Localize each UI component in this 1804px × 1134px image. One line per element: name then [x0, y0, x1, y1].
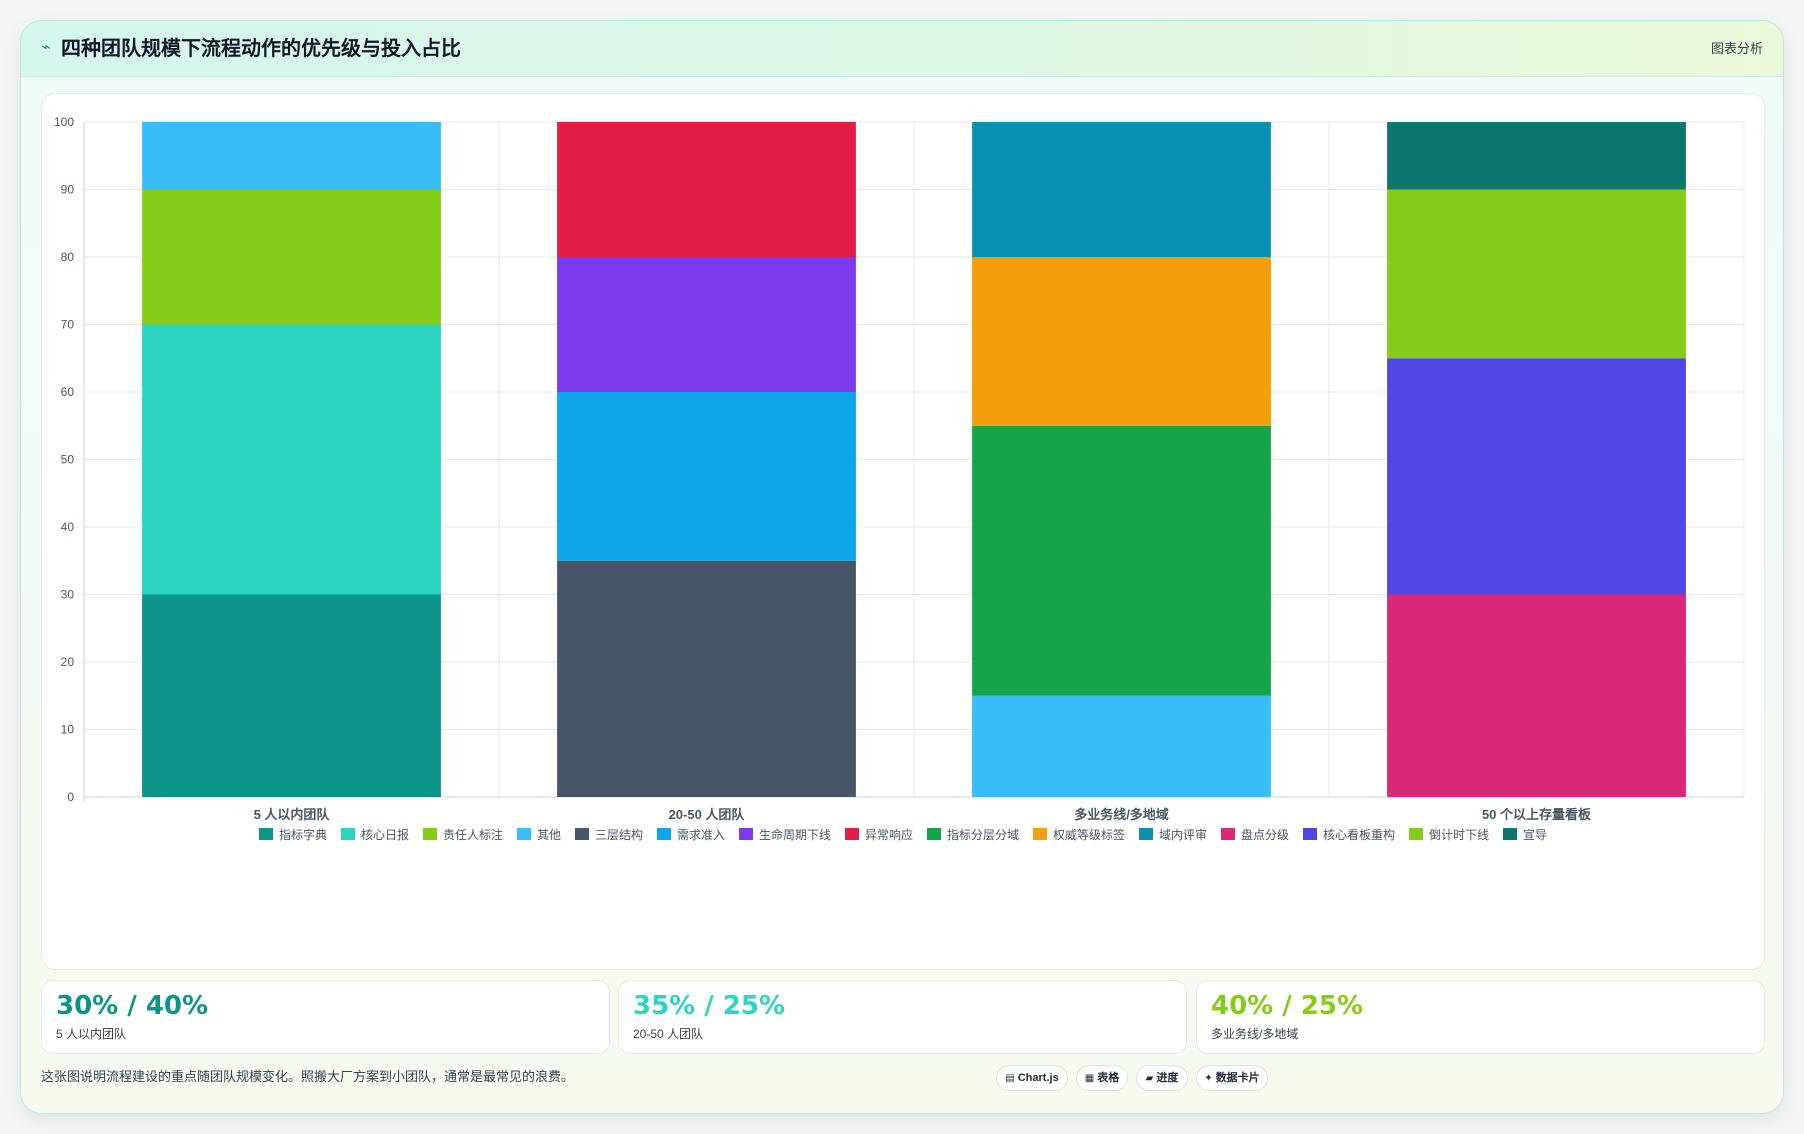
y-tick-label: 70: [61, 318, 75, 332]
stat-value: 35% / 25%: [633, 991, 786, 1021]
legend-swatch: [845, 828, 859, 840]
bar-segment: [557, 122, 856, 257]
table-button[interactable]: ▦ 表格: [1076, 1065, 1128, 1091]
legend-label: 三层结构: [595, 827, 643, 842]
legend-swatch: [1033, 828, 1047, 840]
legend-label: 异常响应: [865, 827, 913, 842]
stat-value: 40% / 25%: [1211, 991, 1364, 1021]
bar-segment: [142, 594, 441, 797]
stat-cards: 30% / 40% 5 人以内团队 35% / 25% 20-50 人团队 40…: [41, 980, 1765, 1054]
legend-swatch: [423, 828, 437, 840]
y-tick-label: 100: [54, 115, 74, 129]
bar-segment: [557, 257, 856, 392]
legend-label: 指标分层分域: [947, 827, 1019, 842]
legend-swatch: [1409, 828, 1423, 840]
legend-label: 生命周期下线: [759, 827, 831, 842]
legend-swatch: [575, 828, 589, 840]
legend-swatch: [1221, 828, 1235, 840]
x-tick-label: 50 个以上存量看板: [1482, 807, 1592, 822]
bar-segment: [1387, 594, 1686, 797]
legend-swatch: [739, 828, 753, 840]
legend-label: 域内评审: [1159, 827, 1207, 842]
chart-footnote: 这张图说明流程建设的重点随团队规模变化。照搬大厂方案到小团队，通常是最常见的浪费…: [41, 1069, 575, 1084]
progress-button[interactable]: ▰ 进度: [1136, 1065, 1188, 1091]
chartjs-button[interactable]: ▤ Chart.js: [996, 1065, 1068, 1091]
y-tick-label: 50: [61, 453, 75, 467]
legend-swatch: [341, 828, 355, 840]
stat-label: 20-50 人团队: [633, 1027, 704, 1041]
chart-card: ⌁ 四种团队规模下流程动作的优先级与投入占比 图表分析 0 10 20 30 40 50 6…: [20, 20, 1784, 1114]
data-card-button[interactable]: ✦ 数据卡片: [1196, 1065, 1268, 1091]
x-tick-label: 5 人以内团队: [254, 807, 331, 822]
bar-segment: [972, 425, 1271, 696]
bar-segment: [972, 122, 1271, 257]
card-header: ⌁ 四种团队规模下流程动作的优先级与投入占比 图表分析: [21, 21, 1783, 77]
stat-value: 30% / 40%: [56, 991, 209, 1021]
chart-icon: ▤: [1005, 1073, 1015, 1084]
y-tick-label: 0: [67, 790, 74, 804]
table-icon: ▦: [1084, 1073, 1095, 1084]
bar-segment: [557, 392, 856, 561]
legend-label: 盘点分级: [1241, 827, 1289, 842]
legend-label: 其他: [537, 828, 561, 842]
chart-panel: 0 10 20 30 40 50 60 70 80 90 100 5 人以内团队 20-50 人团队 多业…: [41, 93, 1765, 970]
bar-segment: [1387, 189, 1686, 359]
trend-line-icon: ⌁: [41, 39, 51, 56]
legend-label: 权威等级标签: [1053, 827, 1125, 842]
button-label: Chart.js: [1017, 1072, 1059, 1084]
legend-swatch: [517, 828, 531, 840]
legend-swatch: [1303, 828, 1317, 840]
chart-analysis-tag[interactable]: 图表分析: [1710, 41, 1763, 56]
progress-icon: ▰: [1145, 1073, 1154, 1084]
bar-segment: [142, 122, 441, 190]
legend-label: 指标字典: [279, 827, 327, 842]
legend-label: 需求准入: [677, 828, 725, 842]
stat-card: 30% / 40% 5 人以内团队: [41, 980, 610, 1054]
x-tick-label: 多业务线/多地域: [1074, 807, 1169, 822]
legend-swatch: [1139, 828, 1153, 840]
button-label: 数据卡片: [1215, 1072, 1260, 1084]
y-tick-label: 30: [61, 588, 75, 602]
legend-label: 核心日报: [361, 827, 409, 842]
stat-label: 5 人以内团队: [56, 1027, 127, 1041]
legend-label: 责任人标注: [443, 827, 503, 842]
button-label: 进度: [1156, 1072, 1179, 1084]
stat-card: 35% / 25% 20-50 人团队: [618, 980, 1187, 1054]
data-card-icon: ✦: [1204, 1073, 1213, 1084]
y-tick-label: 40: [61, 520, 75, 534]
legend-swatch: [259, 828, 273, 840]
bar-segment: [972, 257, 1271, 426]
bar-segment: [142, 189, 441, 325]
bar-segment: [142, 324, 441, 595]
stacked-bar-chart: 0 10 20 30 40 50 60 70 80 90 100 5 人以内团队 20-50 人团队 多业…: [54, 115, 1745, 842]
bar-segment: [557, 560, 856, 797]
y-tick-label: 90: [61, 183, 75, 197]
chart-title: 四种团队规模下流程动作的优先级与投入占比: [61, 38, 461, 60]
legend-swatch: [1503, 828, 1517, 840]
legend-label: 核心看板重构: [1323, 827, 1395, 842]
legend-swatch: [657, 828, 671, 840]
x-tick-label: 20-50 人团队: [669, 807, 746, 822]
bar-segment: [1387, 122, 1686, 190]
legend-swatch: [927, 828, 941, 840]
bar-segment: [972, 695, 1271, 797]
bar-segment: [1387, 358, 1686, 595]
y-tick-label: 20: [61, 655, 75, 669]
stat-card: 40% / 25% 多业务线/多地域: [1196, 980, 1765, 1054]
y-tick-label: 60: [61, 385, 75, 399]
legend-label: 倒计时下线: [1429, 828, 1489, 842]
y-tick-label: 10: [61, 723, 75, 737]
button-label: 表格: [1097, 1072, 1120, 1084]
legend-label: 宣导: [1523, 827, 1547, 842]
stat-label: 多业务线/多地域: [1211, 1027, 1299, 1041]
y-tick-label: 80: [61, 250, 75, 264]
